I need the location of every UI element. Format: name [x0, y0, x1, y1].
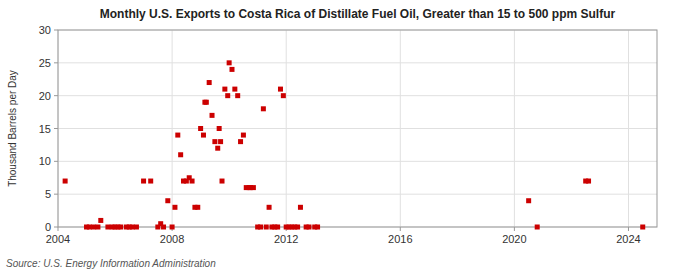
point	[207, 80, 212, 85]
point	[526, 198, 531, 203]
point	[204, 100, 209, 105]
point	[258, 225, 263, 230]
y-tick	[54, 194, 58, 195]
point	[232, 87, 237, 92]
y-grid-line	[58, 62, 657, 63]
y-tick	[54, 161, 58, 162]
point	[586, 179, 591, 184]
point	[278, 87, 283, 92]
point	[238, 139, 243, 144]
title: Monthly U.S. Exports to Costa Rica of Di…	[100, 7, 616, 21]
x-tick-label: 2008	[160, 233, 184, 245]
x-tick-label: 2012	[274, 233, 298, 245]
point	[315, 225, 320, 230]
point	[95, 225, 100, 230]
x-tick-label: 2020	[502, 233, 526, 245]
point	[105, 225, 110, 230]
y-grid-line	[58, 95, 657, 96]
point	[91, 225, 96, 230]
point	[134, 225, 139, 230]
y-tick	[54, 30, 58, 31]
y-grid-line	[58, 128, 657, 129]
y-grid-line	[58, 194, 657, 195]
point	[148, 179, 153, 184]
point	[130, 225, 135, 230]
point	[222, 87, 227, 92]
point	[298, 205, 303, 210]
y-tick-label: 5	[45, 188, 51, 200]
point	[170, 225, 175, 230]
point	[227, 60, 232, 65]
point	[295, 225, 300, 230]
x-tick-label: 2004	[46, 233, 70, 245]
point	[275, 225, 280, 230]
point	[220, 179, 225, 184]
point	[251, 185, 256, 190]
axes: 2004 2008 2012 2016 2020 2024 0 5 10 15 20 25 30	[39, 24, 641, 245]
point	[212, 139, 217, 144]
grid	[58, 30, 657, 227]
x-tick	[514, 227, 515, 231]
point	[241, 133, 246, 138]
y-tick-label: 25	[39, 57, 51, 69]
point	[217, 126, 222, 131]
point	[141, 179, 146, 184]
points	[63, 60, 646, 229]
y-tick	[54, 128, 58, 129]
point	[172, 205, 177, 210]
y-tick	[54, 62, 58, 63]
point	[175, 133, 180, 138]
y-tick-label: 10	[39, 155, 51, 167]
point	[210, 113, 215, 118]
point	[87, 225, 92, 230]
x-tick	[400, 227, 401, 231]
y-tick-label: 20	[39, 90, 51, 102]
x-tick	[58, 227, 59, 231]
y-tick	[54, 95, 58, 96]
point	[535, 225, 540, 230]
x-tick-label: 2016	[388, 233, 412, 245]
plot-frame	[58, 30, 657, 227]
point	[63, 179, 68, 184]
point	[195, 205, 200, 210]
point	[225, 93, 230, 98]
source-note: Source: U.S. Energy Information Administ…	[6, 258, 216, 269]
point	[198, 126, 203, 131]
x-tick-label: 2024	[616, 233, 640, 245]
y-axis-label: Thousand Barrels per Day	[7, 70, 18, 187]
point	[281, 93, 286, 98]
point	[165, 198, 170, 203]
point	[235, 93, 240, 98]
point	[98, 218, 103, 223]
point	[307, 225, 312, 230]
point	[218, 139, 223, 144]
point	[178, 152, 183, 157]
point	[118, 225, 123, 230]
point	[261, 106, 266, 111]
x-tick	[628, 227, 629, 231]
y-tick-label: 30	[39, 24, 51, 36]
point	[229, 67, 234, 72]
point	[201, 133, 206, 138]
y-grid-line	[58, 161, 657, 162]
point	[640, 225, 645, 230]
point	[264, 225, 269, 230]
y-tick	[54, 227, 58, 228]
point	[190, 179, 195, 184]
point	[267, 205, 272, 210]
y-tick-label: 15	[39, 123, 51, 135]
point	[215, 146, 220, 151]
chart: 2004 2008 2012 2016 2020 2024 0 5 10 15 20 25 30 Mont…	[0, 0, 675, 275]
y-tick-label: 0	[45, 221, 51, 233]
point	[161, 225, 166, 230]
